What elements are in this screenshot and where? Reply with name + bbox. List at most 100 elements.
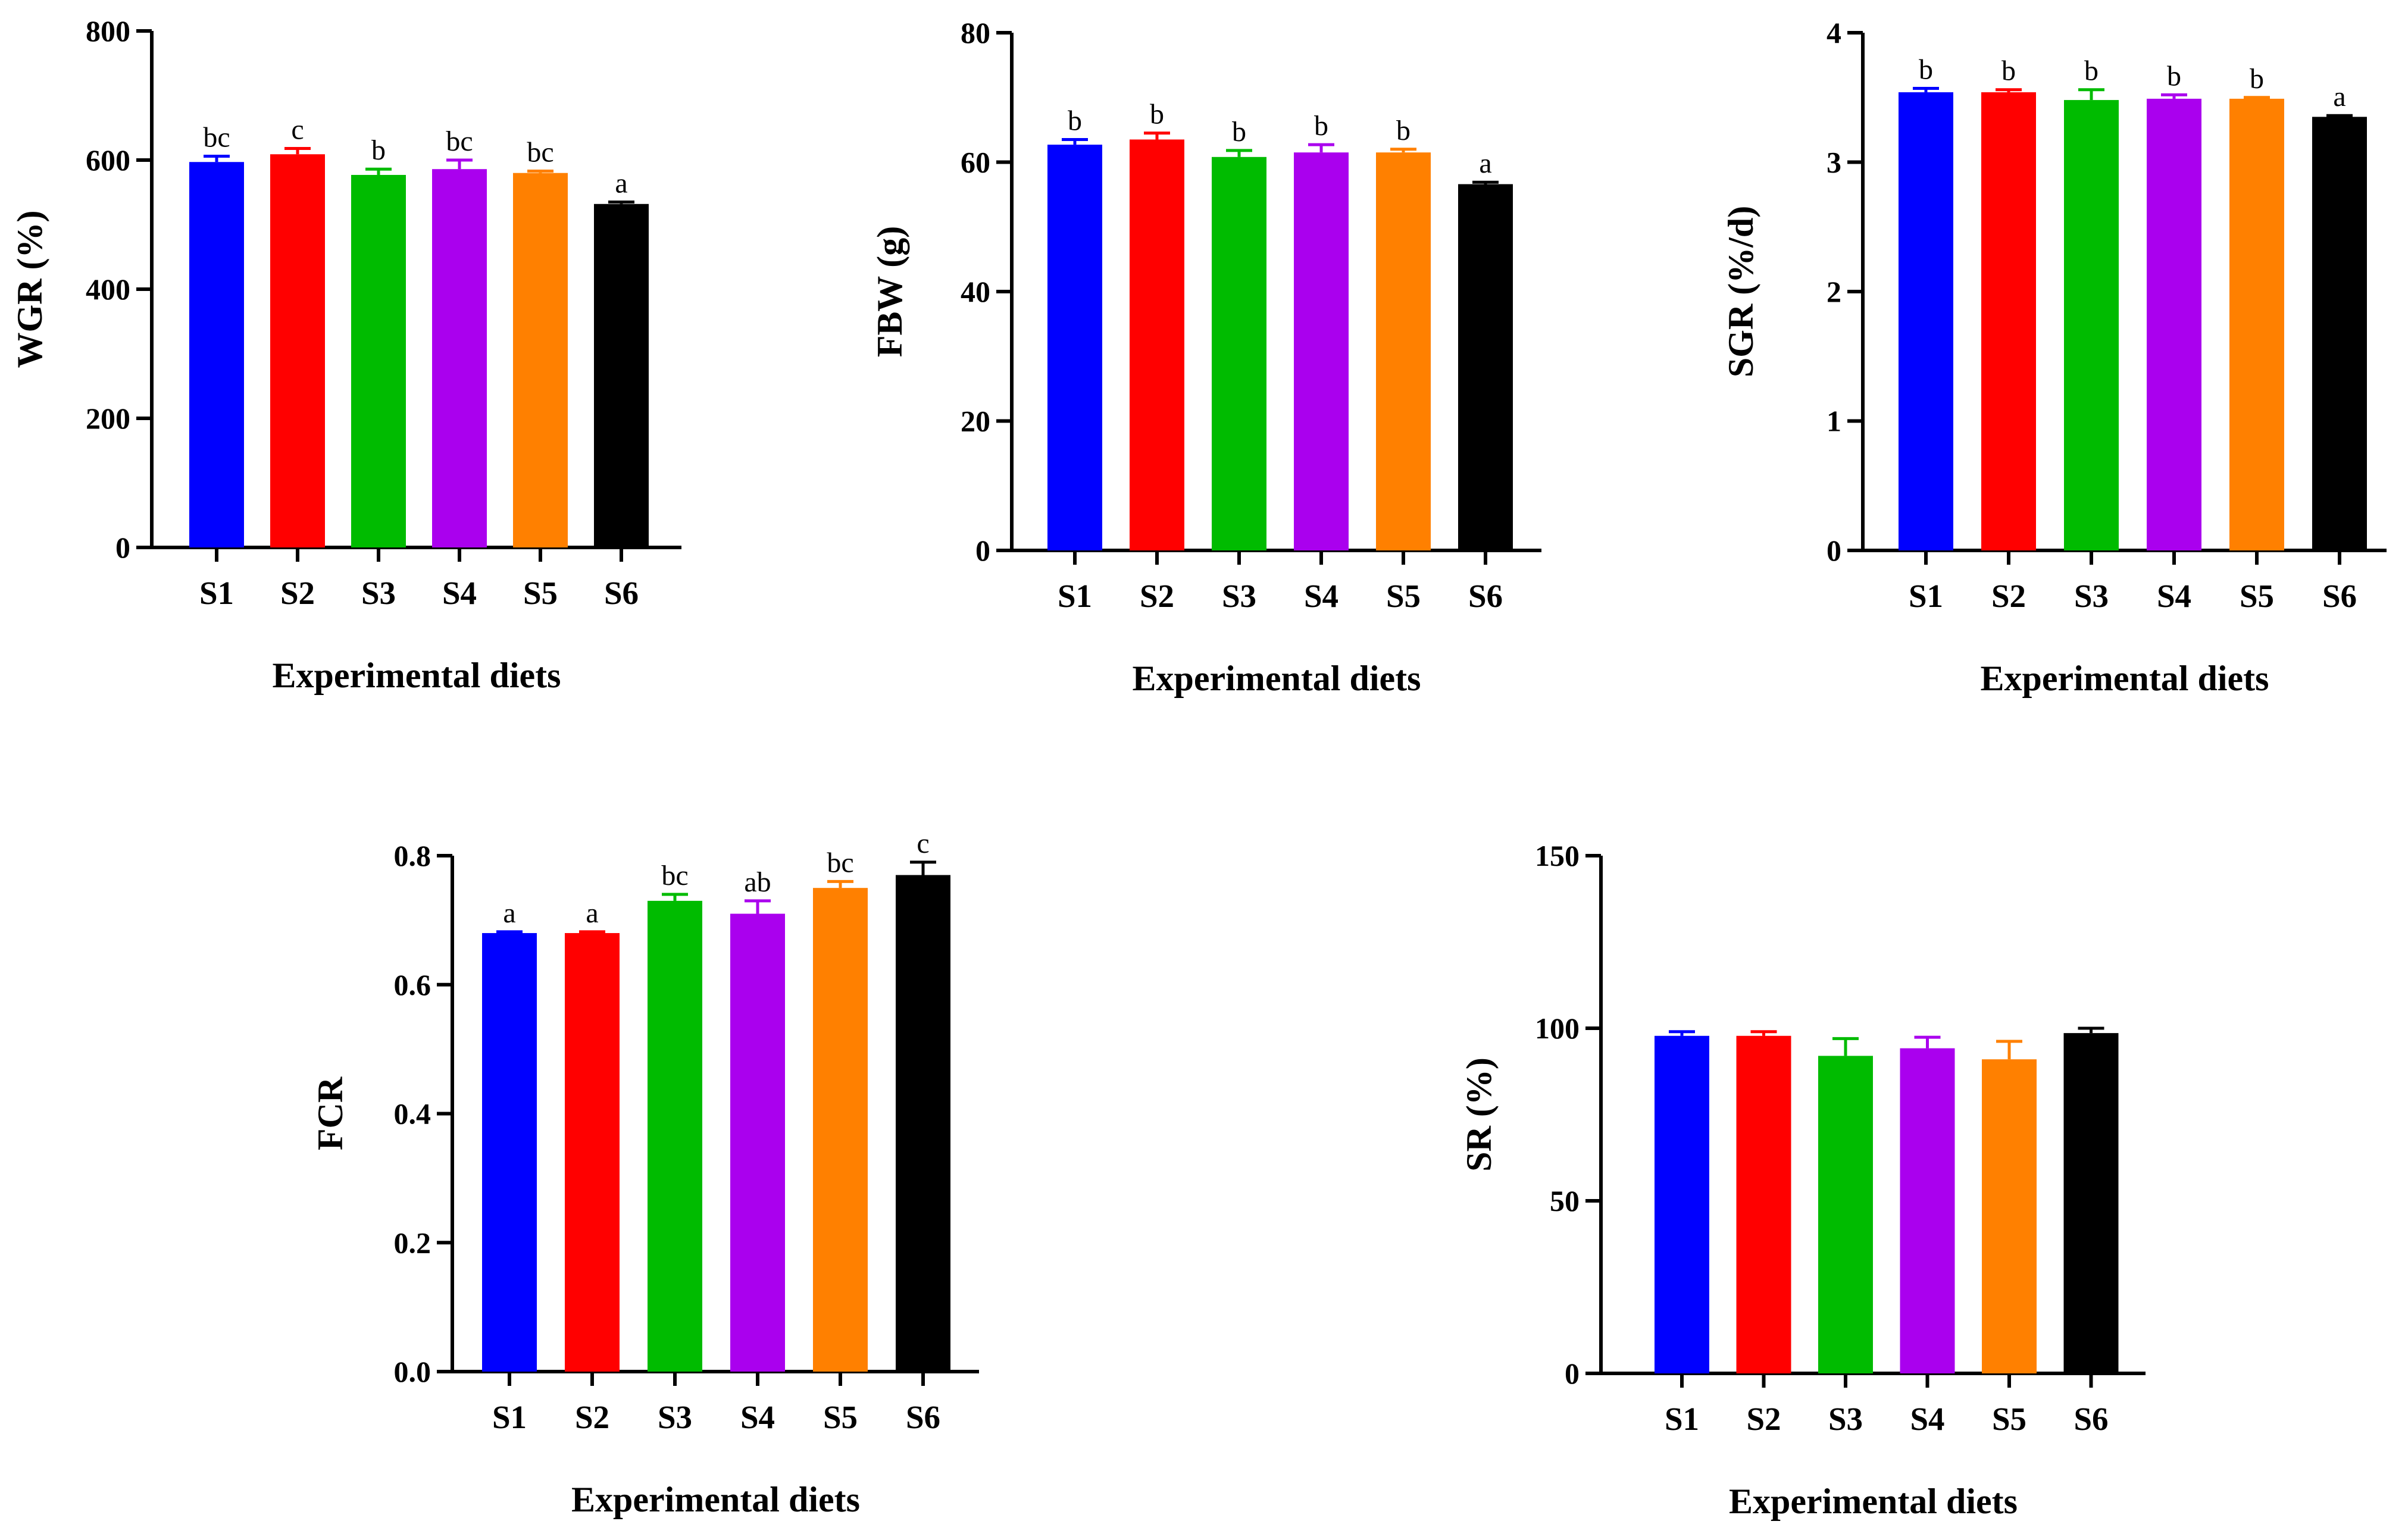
wgr-y-axis-title: WGR (%) xyxy=(10,211,49,368)
sgr-bar-S2 xyxy=(1981,92,2036,551)
fbw-ytick-label: 40 xyxy=(961,275,990,308)
sr-category-label: S3 xyxy=(1828,1401,1863,1437)
sgr-significance-label: a xyxy=(2333,81,2345,112)
wgr-significance-label: b xyxy=(371,134,386,166)
chart-panel-fcr: 0.0 0.2 0.4 0.6 0.8 S1 a S2 a S3 bc S4 ab S5 bc S6 c Expe… xyxy=(311,828,979,1519)
fbw-category-label: S3 xyxy=(1222,578,1256,614)
fbw-bar-S6 xyxy=(1458,184,1513,551)
wgr-x-axis-title: Experimental diets xyxy=(273,656,561,695)
wgr-category-label: S4 xyxy=(442,575,477,611)
sgr-category-label: S1 xyxy=(1909,578,1943,614)
fcr-significance-label: ab xyxy=(744,866,771,898)
chart-panel-wgr: 0 200 400 600 800 S1 bc S2 c S3 b S4 bc S5 bc S6 a Experi… xyxy=(10,14,681,695)
fbw-ytick-label: 20 xyxy=(961,405,990,438)
fcr-significance-label: bc xyxy=(661,860,688,891)
fcr-category-label: S1 xyxy=(492,1399,527,1435)
wgr-bar-S1 xyxy=(189,162,244,547)
fcr-significance-label: a xyxy=(503,897,515,929)
sr-ytick-label: 0 xyxy=(1565,1357,1580,1390)
fbw-significance-label: b xyxy=(1232,116,1246,148)
sgr-ytick-label: 3 xyxy=(1827,146,1841,179)
fbw-y-axis-title: FBW (g) xyxy=(870,226,909,358)
sr-category-label: S4 xyxy=(1910,1401,1944,1437)
sr-ytick-label: 150 xyxy=(1535,839,1580,872)
wgr-ytick-label: 600 xyxy=(86,143,130,177)
sr-category-label: S6 xyxy=(2074,1401,2108,1437)
sr-y-axis-title: SR (%) xyxy=(1459,1057,1499,1172)
sgr-category-label: S2 xyxy=(1991,578,2026,614)
sgr-category-label: S4 xyxy=(2157,578,2191,614)
fcr-bar-S6 xyxy=(896,875,950,1372)
sgr-ytick-label: 0 xyxy=(1827,534,1841,567)
fbw-significance-label: a xyxy=(1479,148,1491,179)
fbw-bar-S2 xyxy=(1130,139,1184,550)
fcr-significance-label: bc xyxy=(827,847,853,878)
wgr-ytick-label: 0 xyxy=(115,531,130,564)
fbw-bar-S1 xyxy=(1047,145,1102,550)
sgr-ytick-label: 4 xyxy=(1827,16,1841,49)
fbw-x-axis-title: Experimental diets xyxy=(1133,659,1421,698)
fcr-category-label: S6 xyxy=(906,1399,940,1435)
sgr-bar-S5 xyxy=(2229,98,2284,551)
fcr-category-label: S5 xyxy=(823,1399,858,1435)
chart-panel-sgr: 0 1 2 3 4 S1 b S2 b S3 b S4 b S5 b S6 a Experimental diet… xyxy=(1721,16,2387,698)
wgr-bar-S3 xyxy=(351,174,406,548)
chart-panel-sr: 0 50 100 150 S1 S2 S3 S4 S5 S6 Experimental diets S… xyxy=(1459,839,2146,1521)
fbw-category-label: S5 xyxy=(1386,578,1421,614)
wgr-category-label: S2 xyxy=(280,575,315,611)
fcr-category-label: S4 xyxy=(740,1399,775,1435)
wgr-significance-label: c xyxy=(291,114,304,145)
fcr-y-axis-title: FCR xyxy=(311,1076,350,1150)
wgr-category-label: S1 xyxy=(199,575,234,611)
fcr-bar-S1 xyxy=(482,933,537,1372)
sgr-significance-label: b xyxy=(2250,63,2264,95)
sr-category-label: S1 xyxy=(1665,1401,1699,1437)
sgr-significance-label: b xyxy=(2084,55,2098,87)
wgr-significance-label: a xyxy=(615,168,627,199)
sgr-bar-S3 xyxy=(2064,100,2119,551)
fcr-significance-label: a xyxy=(586,897,598,929)
fbw-significance-label: b xyxy=(1150,99,1164,130)
sgr-x-axis-title: Experimental diets xyxy=(1981,659,2269,698)
fcr-ytick-label: 0.2 xyxy=(394,1226,431,1259)
sgr-significance-label: b xyxy=(2167,60,2181,92)
sr-bar-S3 xyxy=(1818,1056,1873,1373)
fcr-ytick-label: 0.4 xyxy=(394,1097,431,1131)
fbw-ytick-label: 60 xyxy=(961,146,990,179)
wgr-significance-label: bc xyxy=(446,126,473,157)
fbw-ytick-label: 80 xyxy=(961,16,990,49)
fcr-bar-S5 xyxy=(813,888,868,1372)
wgr-bar-S4 xyxy=(432,169,487,547)
fcr-category-label: S3 xyxy=(658,1399,692,1435)
chart-panel-fbw: 0 20 40 60 80 S1 b S2 b S3 b S4 b S5 b S6 a Experimental … xyxy=(870,16,1541,698)
sgr-category-label: S6 xyxy=(2322,578,2357,614)
wgr-bar-S6 xyxy=(594,204,649,547)
sgr-bar-S4 xyxy=(2147,98,2201,551)
sgr-significance-label: b xyxy=(2001,55,2016,87)
wgr-bar-S2 xyxy=(270,154,325,547)
fbw-ytick-label: 0 xyxy=(975,534,990,567)
fcr-significance-label: c xyxy=(917,828,929,859)
fcr-ytick-label: 0.6 xyxy=(394,968,431,1001)
fcr-ytick-label: 0.0 xyxy=(394,1355,431,1388)
fcr-bar-S2 xyxy=(565,933,620,1372)
sgr-y-axis-title: SGR (%/d) xyxy=(1721,206,1760,377)
fbw-category-label: S6 xyxy=(1468,578,1503,614)
wgr-ytick-label: 800 xyxy=(86,14,130,48)
sgr-category-label: S5 xyxy=(2240,578,2274,614)
sr-bar-S2 xyxy=(1736,1035,1791,1373)
fbw-bar-S3 xyxy=(1212,156,1266,550)
sr-category-label: S5 xyxy=(1992,1401,2026,1437)
fbw-category-label: S1 xyxy=(1058,578,1092,614)
fbw-significance-label: b xyxy=(1396,115,1411,146)
sr-bar-S5 xyxy=(1982,1059,2037,1373)
fbw-bar-S4 xyxy=(1294,152,1349,550)
fbw-bar-S5 xyxy=(1376,152,1431,550)
wgr-category-label: S6 xyxy=(604,575,639,611)
fbw-significance-label: b xyxy=(1314,110,1328,142)
sr-x-axis-title: Experimental diets xyxy=(1729,1482,2018,1521)
sr-category-label: S2 xyxy=(1746,1401,1781,1437)
wgr-ytick-label: 200 xyxy=(86,402,130,435)
fbw-significance-label: b xyxy=(1068,105,1082,136)
